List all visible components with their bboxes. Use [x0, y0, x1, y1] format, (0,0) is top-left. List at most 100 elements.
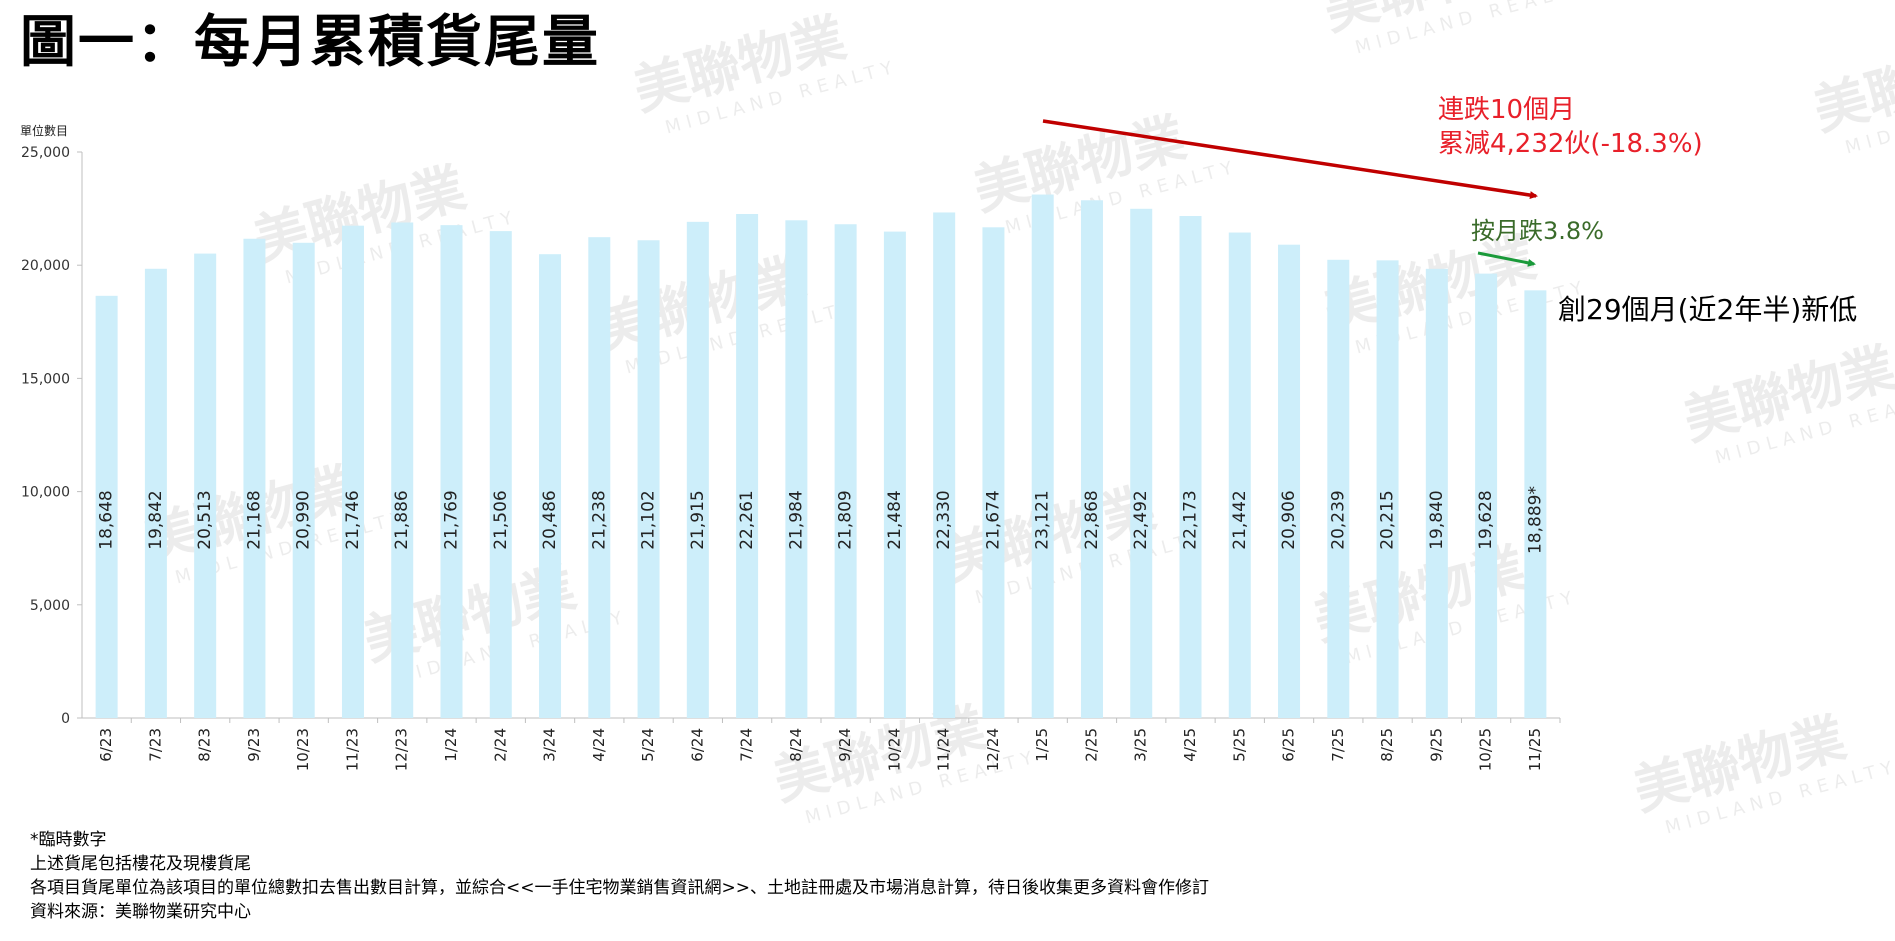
data-label: 19,840 — [1427, 490, 1447, 549]
x-tick-label: 7/25 — [1329, 728, 1347, 762]
x-tick-label: 8/23 — [196, 728, 214, 762]
x-tick-label: 3/24 — [541, 728, 559, 762]
x-tick-label: 9/24 — [836, 728, 854, 762]
bar — [1278, 244, 1301, 718]
data-label: 21,102 — [639, 490, 659, 549]
bar — [982, 227, 1005, 718]
bar — [1228, 232, 1251, 719]
bar — [391, 222, 414, 718]
bar — [489, 231, 512, 718]
trend-annotation-line1: 連跌10個月 — [1438, 95, 1576, 125]
x-tick-label: 4/25 — [1181, 728, 1199, 762]
footnote-provisional: *臨時數字 — [30, 830, 107, 850]
data-label: 21,746 — [343, 490, 363, 549]
data-label: 19,628 — [1476, 490, 1496, 549]
data-label: 21,769 — [442, 490, 462, 549]
trend-annotation: 連跌10個月 累減4,232伙(-18.3%) — [1438, 93, 1703, 161]
data-label: 21,484 — [885, 490, 905, 549]
data-label: 21,238 — [589, 490, 609, 549]
x-tick-label: 12/23 — [393, 728, 411, 771]
data-label: 21,168 — [244, 490, 264, 549]
bar — [736, 214, 759, 718]
data-label: 22,261 — [737, 490, 757, 549]
x-tick-label: 4/24 — [590, 728, 608, 762]
data-label: 19,842 — [146, 490, 166, 549]
bar — [1179, 216, 1202, 718]
x-tick-label: 3/25 — [1132, 728, 1150, 762]
x-tick-label: 9/25 — [1427, 728, 1445, 762]
data-label: 18,889* — [1525, 486, 1545, 554]
x-tick-label: 7/24 — [738, 728, 756, 762]
bar — [637, 240, 660, 718]
data-label: 21,984 — [786, 490, 806, 549]
bar — [95, 295, 118, 718]
data-label: 20,486 — [540, 490, 560, 549]
x-tick-label: 10/25 — [1477, 728, 1495, 771]
bar — [1080, 200, 1103, 718]
bar — [785, 220, 808, 719]
data-label: 23,121 — [1033, 490, 1053, 549]
bar — [539, 254, 562, 718]
x-tick-label: 6/23 — [97, 728, 115, 762]
footnote-scope: 上述貨尾包括樓花及現樓貨尾 — [30, 854, 251, 874]
data-label: 22,868 — [1082, 490, 1102, 549]
bar — [588, 237, 611, 718]
page-title: 圖一：每月累積貨尾量 — [20, 10, 600, 75]
y-tick-label: 10,000 — [21, 485, 70, 501]
bar — [1130, 208, 1153, 718]
x-tick-label: 8/25 — [1378, 728, 1396, 762]
monthly-drop-annotation: 按月跌3.8% — [1471, 217, 1604, 245]
record-low-annotation: 創29個月(近2年半)新低 — [1558, 293, 1858, 326]
data-label: 22,173 — [1181, 490, 1201, 549]
x-tick-label: 2/24 — [491, 728, 509, 762]
x-tick-label: 12/24 — [984, 728, 1002, 771]
bar — [1524, 290, 1547, 718]
y-axis-label: 單位數目 — [20, 123, 68, 138]
data-label: 21,886 — [392, 490, 412, 549]
trend-annotation-line2: 累減4,232伙(-18.3%) — [1438, 129, 1703, 159]
x-tick-label: 2/25 — [1082, 728, 1100, 762]
bar — [883, 231, 906, 718]
bar — [834, 224, 857, 718]
data-label: 21,809 — [836, 490, 856, 549]
x-tick-label: 1/25 — [1033, 728, 1051, 762]
data-label: 22,330 — [934, 490, 954, 549]
bar — [292, 242, 315, 718]
bar — [686, 221, 709, 718]
data-label: 21,674 — [983, 490, 1003, 549]
y-tick-label: 20,000 — [21, 258, 70, 274]
data-label: 20,513 — [195, 490, 215, 549]
y-tick-label: 5,000 — [30, 598, 70, 614]
y-tick-label: 15,000 — [21, 371, 70, 387]
x-tick-label: 9/23 — [245, 728, 263, 762]
data-label: 21,506 — [491, 490, 511, 549]
x-tick-label: 5/25 — [1230, 728, 1248, 762]
data-label: 20,906 — [1279, 490, 1299, 549]
monthly-drop-arrow — [1477, 251, 1536, 267]
bar — [1376, 260, 1399, 718]
data-label: 22,492 — [1131, 490, 1151, 549]
bar — [243, 238, 266, 719]
x-tick-label: 7/23 — [146, 728, 164, 762]
data-label: 20,990 — [294, 490, 314, 549]
x-tick-label: 6/24 — [688, 728, 706, 762]
bar — [194, 253, 217, 718]
data-label: 20,215 — [1378, 490, 1398, 549]
bar — [341, 225, 364, 718]
x-tick-label: 1/24 — [442, 728, 460, 762]
x-tick-label: 10/24 — [885, 728, 903, 771]
data-label: 18,648 — [97, 490, 117, 549]
bar — [933, 212, 956, 719]
x-tick-label: 10/23 — [294, 728, 312, 771]
x-tick-label: 11/25 — [1526, 728, 1544, 771]
footnote-source: 資料來源：美聯物業研究中心 — [30, 902, 251, 922]
trend-arrow — [1042, 119, 1538, 200]
footnote-method: 各項目貨尾單位為該項目的單位總數扣去售出數目計算，並綜合<<一手住宅物業銷售資訊… — [30, 878, 1209, 898]
y-tick-label: 25,000 — [21, 145, 70, 161]
x-tick-label: 11/24 — [935, 728, 953, 771]
bar — [1327, 259, 1350, 718]
bar — [144, 268, 167, 718]
x-tick-label: 6/25 — [1280, 728, 1298, 762]
x-tick-label: 5/24 — [639, 728, 657, 762]
